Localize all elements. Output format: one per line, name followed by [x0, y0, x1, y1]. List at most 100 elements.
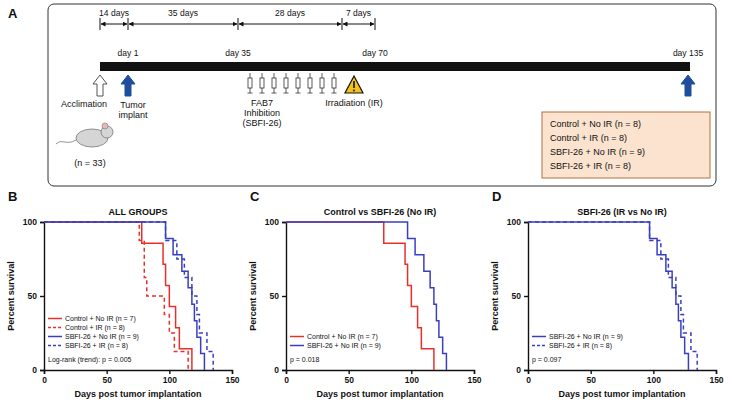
tick-label: 50 [102, 375, 112, 385]
irradiation-label: Irradiation (IR) [325, 98, 383, 108]
syringe-plunger [334, 88, 335, 93]
syringe-icon [332, 73, 337, 93]
warning-icon-mark [353, 90, 355, 92]
syringe-icon [284, 73, 289, 93]
axis-line [45, 371, 233, 375]
up-arrow [93, 75, 107, 96]
tick-mark [40, 370, 44, 371]
group-label: Control + IR (n = 8) [550, 133, 627, 143]
legend: SBFI-26 + No IR (n = 9)SBFI-26 + IR (n =… [532, 333, 623, 350]
figure: A14 days35 days28 days7 daysday 1day 35d… [0, 0, 730, 413]
tick: 100 [647, 370, 661, 385]
chart-panel: CControl vs SBFI-26 (No IR)0501001500501… [248, 189, 482, 399]
tick-mark [232, 370, 233, 374]
tick-label: 50 [28, 291, 38, 301]
legend-swatch [290, 336, 304, 338]
tick-mark [282, 370, 286, 371]
tick-mark [524, 370, 528, 371]
interval-label: 7 days [346, 8, 371, 18]
tick-mark [282, 222, 286, 223]
panel-letter: B [8, 189, 17, 204]
syringe-icon [320, 73, 325, 93]
syringe-needle [286, 73, 287, 78]
survival-curve [44, 222, 213, 370]
groups-box [542, 112, 710, 178]
tick: 50 [586, 370, 596, 385]
chart-title: SBFI-26 (IR vs No IR) [577, 207, 667, 217]
legend-swatch [48, 336, 62, 338]
tick: 100 [507, 217, 528, 227]
syringe-barrel [320, 78, 324, 88]
syringe-barrel [260, 78, 264, 88]
tick-label: 0 [516, 365, 521, 375]
tick: 150 [467, 370, 481, 385]
syringe-icon [296, 73, 301, 93]
tick-label: 150 [709, 375, 723, 385]
inhibition-label: (SBFI-26) [242, 118, 281, 128]
chart-panel: BALL GROUPS050100150050100Days post tumo… [6, 189, 240, 399]
legend-swatch [48, 318, 62, 320]
survival-curve [44, 222, 188, 370]
legend-swatch [48, 327, 62, 329]
syringe-needle [298, 73, 299, 78]
y-axis-title: Percent survival [248, 261, 258, 331]
syringe-icon [272, 73, 277, 93]
tick: 0 [284, 370, 289, 385]
syringe-barrel [248, 78, 252, 88]
legend-label: SBFI-26 + No IR (n = 9) [65, 333, 139, 341]
tick: 50 [28, 291, 44, 301]
annotation: Log-rank (trend): p = 0.005 [48, 356, 132, 364]
tick: 50 [102, 370, 112, 385]
interval-label: 14 days [99, 8, 129, 18]
y-axis-title: Percent survival [490, 261, 500, 331]
syringe-barrel [284, 78, 288, 88]
interval-arrow [239, 24, 341, 25]
annotation: p = 0.097 [532, 356, 561, 364]
tick-label: 100 [507, 217, 521, 227]
group-label: SBFI-26 + No IR (n = 9) [550, 147, 645, 157]
up-arrow [121, 75, 135, 96]
inhibition-label: Inhibition [244, 108, 280, 118]
syringe-plunger [286, 88, 287, 93]
syringe-barrel [308, 78, 312, 88]
mouse-icon [56, 123, 113, 147]
tick: 50 [344, 370, 354, 385]
tick: 100 [405, 370, 419, 385]
survival-curve [528, 222, 697, 370]
tick-label: 100 [265, 217, 279, 227]
syringe-barrel [332, 78, 336, 88]
axis-line [287, 371, 475, 375]
annotation: p = 0.018 [290, 356, 319, 364]
syringe-plunger [262, 88, 263, 93]
axis-line [40, 223, 45, 371]
legend-label: SBFI-26 + No IR (n = 9) [307, 342, 381, 350]
plot-marks [528, 222, 697, 370]
tick-label: 0 [526, 375, 531, 385]
syringe-plunger [298, 88, 299, 93]
up-arrow [681, 75, 695, 96]
tick-label: 0 [42, 375, 47, 385]
syringe-needle [250, 73, 251, 78]
tick-mark [716, 370, 717, 374]
x-axis-title: Days post tumor implantation [316, 389, 443, 399]
tick-mark [40, 296, 44, 297]
syringe-plunger [308, 93, 313, 94]
tick-mark [411, 370, 412, 374]
x-axis: 050100150 [42, 370, 240, 385]
x-axis-title: Days post tumor implantation [74, 389, 201, 399]
plot-marks [286, 222, 446, 370]
interval-bound [375, 18, 376, 30]
timeline-frame [48, 4, 716, 186]
day-label: day 35 [225, 48, 251, 58]
legend-swatch [290, 345, 304, 347]
survival-curve [286, 222, 446, 370]
x-axis: 0 50 100 150 [526, 370, 724, 385]
syringe-needle [274, 73, 275, 78]
tick-mark [524, 222, 528, 223]
chart-title: Control vs SBFI-26 (No IR) [324, 207, 437, 217]
syringe-needle [310, 73, 311, 78]
legend-label: Control + No IR (n = 7) [65, 315, 136, 323]
tick: 0 [32, 365, 44, 375]
survival-curve [44, 222, 204, 370]
inhibition-label: FAB7 [251, 98, 273, 108]
